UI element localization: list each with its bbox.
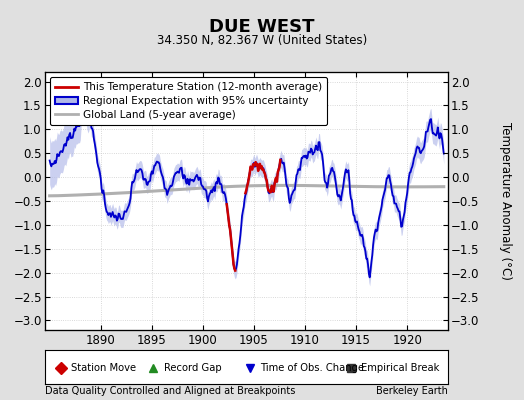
Text: Data Quality Controlled and Aligned at Breakpoints: Data Quality Controlled and Aligned at B…: [45, 386, 295, 396]
Y-axis label: Temperature Anomaly (°C): Temperature Anomaly (°C): [499, 122, 512, 280]
Text: Time of Obs. Change: Time of Obs. Change: [260, 363, 365, 373]
Text: Station Move: Station Move: [71, 363, 136, 373]
Legend: This Temperature Station (12-month average), Regional Expectation with 95% uncer: This Temperature Station (12-month avera…: [50, 77, 328, 125]
Text: Record Gap: Record Gap: [163, 363, 221, 373]
Text: DUE WEST: DUE WEST: [209, 18, 315, 36]
Text: 34.350 N, 82.367 W (United States): 34.350 N, 82.367 W (United States): [157, 34, 367, 47]
Text: Empirical Break: Empirical Break: [361, 363, 440, 373]
Text: Berkeley Earth: Berkeley Earth: [376, 386, 448, 396]
